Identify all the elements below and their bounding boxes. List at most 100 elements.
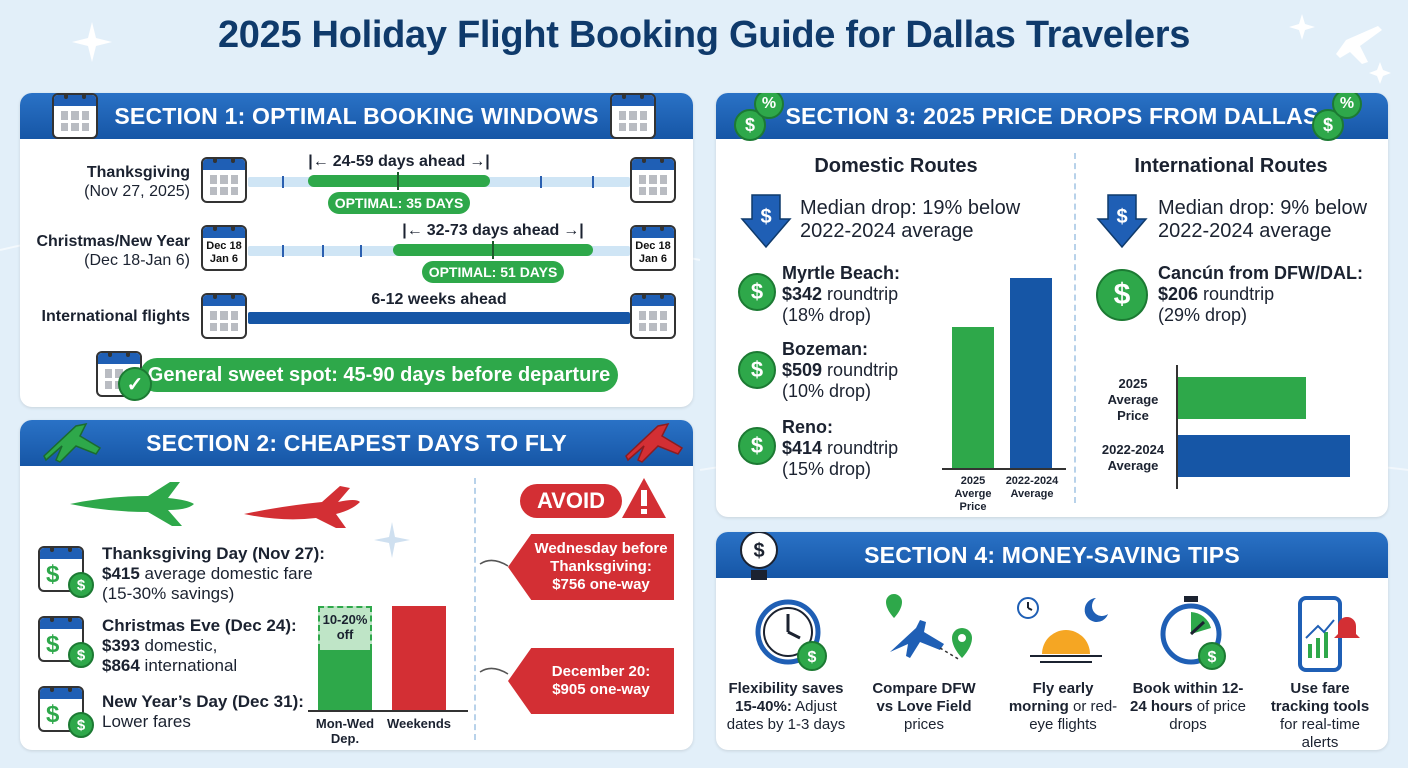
section-3-panel: SECTION 3: 2025 PRICE DROPS FROM DALLAS … <box>716 93 1388 517</box>
december-20-tag: December 20: $905 one-way <box>508 648 674 714</box>
svg-text:$: $ <box>808 649 817 666</box>
stopwatch-icon: $ <box>1160 596 1226 670</box>
dollar-coin-icon: $ <box>68 572 94 598</box>
sunrise-icon <box>1017 597 1108 663</box>
down-arrow-icon: $ <box>1096 194 1148 249</box>
section-1-title: SECTION 1: OPTIMAL BOOKING WINDOWS <box>114 102 599 129</box>
svg-text:$: $ <box>1208 649 1217 666</box>
savings-label: 10-20% off <box>322 612 368 642</box>
weekends-bar <box>392 606 446 710</box>
red-plane-graphic <box>244 486 360 528</box>
calendar-icon <box>201 293 247 339</box>
thanksgiving-optimal-badge: OPTIMAL: 35 DAYS <box>328 192 470 214</box>
weekends-label: Weekends <box>386 716 452 731</box>
international-chart-axis <box>1176 365 1178 489</box>
international-routes-title: International Routes <box>1134 155 1328 177</box>
section-1-header: SECTION 1: OPTIMAL BOOKING WINDOWS <box>20 93 693 139</box>
dollar-coin-icon: $ <box>68 642 94 668</box>
plane-route-icon <box>886 594 972 661</box>
cancun-fare: Cancún from DFW/DAL: $206 roundtrip (29% d… <box>1158 263 1363 325</box>
checkmark-icon: ✓ <box>118 367 152 401</box>
domestic-2025-label: 2025 Averge Price <box>954 475 992 513</box>
thanksgiving-label: Thanksgiving (Nov 27, 2025) <box>84 164 190 200</box>
wednesday-before-thanksgiving-tag: Wednesday before Thanksgiving: $756 one-wa… <box>508 534 674 600</box>
chart-axis <box>308 710 468 712</box>
thanksgiving-day-fare: Thanksgiving Day (Nov 27): $415 average d… <box>102 544 325 603</box>
tag-strings <box>479 559 509 675</box>
svg-text:$: $ <box>760 206 771 228</box>
divider <box>474 478 476 740</box>
tip-book-quickly: Book within 12-24 hours of price drops <box>1130 680 1246 733</box>
section-4-header: SECTION 4: MONEY-SAVING TIPS <box>716 532 1388 578</box>
christmas-label: Christmas/New Year (Dec 18-Jan 6) <box>36 233 190 269</box>
green-plane-icon <box>43 422 102 463</box>
domestic-2022-2024-label: 2022-2024 Average <box>1005 475 1059 500</box>
international-timeline <box>248 312 630 324</box>
mon-wed-bar <box>318 650 372 710</box>
avoid-badge: AVOID <box>520 484 622 518</box>
calendar-icon: Dec 18 Jan 6 <box>201 225 247 271</box>
international-2025-bar <box>1178 377 1306 419</box>
domestic-2025-bar <box>952 327 994 468</box>
christmas-eve-fare: Christmas Eve (Dec 24): $393 domestic, $86… <box>102 616 297 675</box>
international-2025-label: 2025 Average Price <box>1107 376 1159 423</box>
lightbulb-icon: $ <box>740 532 778 580</box>
dollar-coin-icon: $ <box>68 712 94 738</box>
dollar-coin-icon: $ <box>738 351 776 389</box>
sparkle-icon <box>374 522 410 558</box>
green-plane-graphic <box>70 482 194 526</box>
calendar-icon <box>201 157 247 203</box>
thanksgiving-window-bar <box>308 175 490 187</box>
myrtle-beach-fare: Myrtle Beach: $342 roundtrip (18% drop) <box>782 263 901 325</box>
calendar-icon <box>52 93 98 139</box>
calendar-icon <box>630 157 676 203</box>
international-2022-2024-label: 2022-2024 Average <box>1101 442 1165 473</box>
tip-compare-airports: Compare DFW vs Love Field prices <box>872 680 976 733</box>
mon-wed-label: Mon-Wed Dep. <box>315 716 375 746</box>
section-2-panel: SECTION 2: CHEAPEST DAYS TO FLY $ $ Than… <box>20 420 693 750</box>
tip-flexibility: Flexibility saves 15-40%: Adjust dates b… <box>726 680 846 733</box>
christmas-range: |← 32-73 days ahead →| <box>402 222 584 239</box>
dollar-coin-icon: $ <box>738 427 776 465</box>
section-4-panel: SECTION 4: MONEY-SAVING TIPS $ $ $ Flexi… <box>716 532 1388 750</box>
percent-icon: % <box>1332 93 1362 119</box>
domestic-routes-title: Domestic Routes <box>814 155 978 177</box>
percent-icon: % <box>754 93 784 119</box>
international-label: International flights <box>41 308 190 325</box>
section-2-header: SECTION 2: CHEAPEST DAYS TO FLY <box>20 420 693 466</box>
section-3-title: SECTION 3: 2025 PRICE DROPS FROM DALLAS <box>785 102 1319 129</box>
dollar-coin-icon: $ <box>1096 269 1148 321</box>
divider <box>1074 153 1076 503</box>
domestic-2022-2024-bar <box>1010 278 1052 468</box>
domestic-chart-axis <box>942 468 1066 470</box>
thanksgiving-range: |← 24-59 days ahead →| <box>308 153 490 170</box>
sweet-spot-banner: General sweet spot: 45-90 days before de… <box>140 358 618 392</box>
international-2022-2024-bar <box>1178 435 1350 477</box>
domestic-median-drop: Median drop: 19% below 2022-2024 average <box>800 197 1021 242</box>
mon-wed-savings-band <box>318 606 372 650</box>
reno-fare: Reno: $414 roundtrip (15% drop) <box>782 417 899 479</box>
bozeman-fare: Bozeman: $509 roundtrip (10% drop) <box>782 339 899 401</box>
page-title: 2025 Holiday Flight Booking Guide for Da… <box>217 14 1191 56</box>
section-4-title: SECTION 4: MONEY-SAVING TIPS <box>864 541 1240 568</box>
svg-text:$: $ <box>1116 206 1127 228</box>
svg-text:$: $ <box>753 540 764 562</box>
tip-fly-early: Fly early morning or red-eye flights <box>1008 680 1118 733</box>
section-2-title: SECTION 2: CHEAPEST DAYS TO FLY <box>146 429 567 456</box>
calendar-icon <box>610 93 656 139</box>
section-3-header: SECTION 3: 2025 PRICE DROPS FROM DALLAS <box>716 93 1388 139</box>
red-plane-icon <box>625 422 684 463</box>
calendar-icon <box>630 293 676 339</box>
tip-fare-tracking: Use fare tracking tools for real-time al… <box>1270 680 1370 750</box>
new-years-day-fare: New Year’s Day (Dec 31): Lower fares <box>102 692 304 731</box>
down-arrow-icon: $ <box>740 194 792 249</box>
warning-icon <box>622 478 666 518</box>
international-range: 6-12 weeks ahead <box>371 291 507 308</box>
section-1-panel: SECTION 1: OPTIMAL BOOKING WINDOWS Thank… <box>20 93 693 407</box>
phone-alert-icon <box>1298 596 1360 672</box>
dollar-coin-icon: $ <box>738 273 776 311</box>
clock-icon: $ <box>755 599 827 671</box>
calendar-icon: Dec 18 Jan 6 <box>630 225 676 271</box>
christmas-optimal-badge: OPTIMAL: 51 DAYS <box>422 261 564 283</box>
international-median-drop: Median drop: 9% below 2022-2024 average <box>1158 197 1368 242</box>
